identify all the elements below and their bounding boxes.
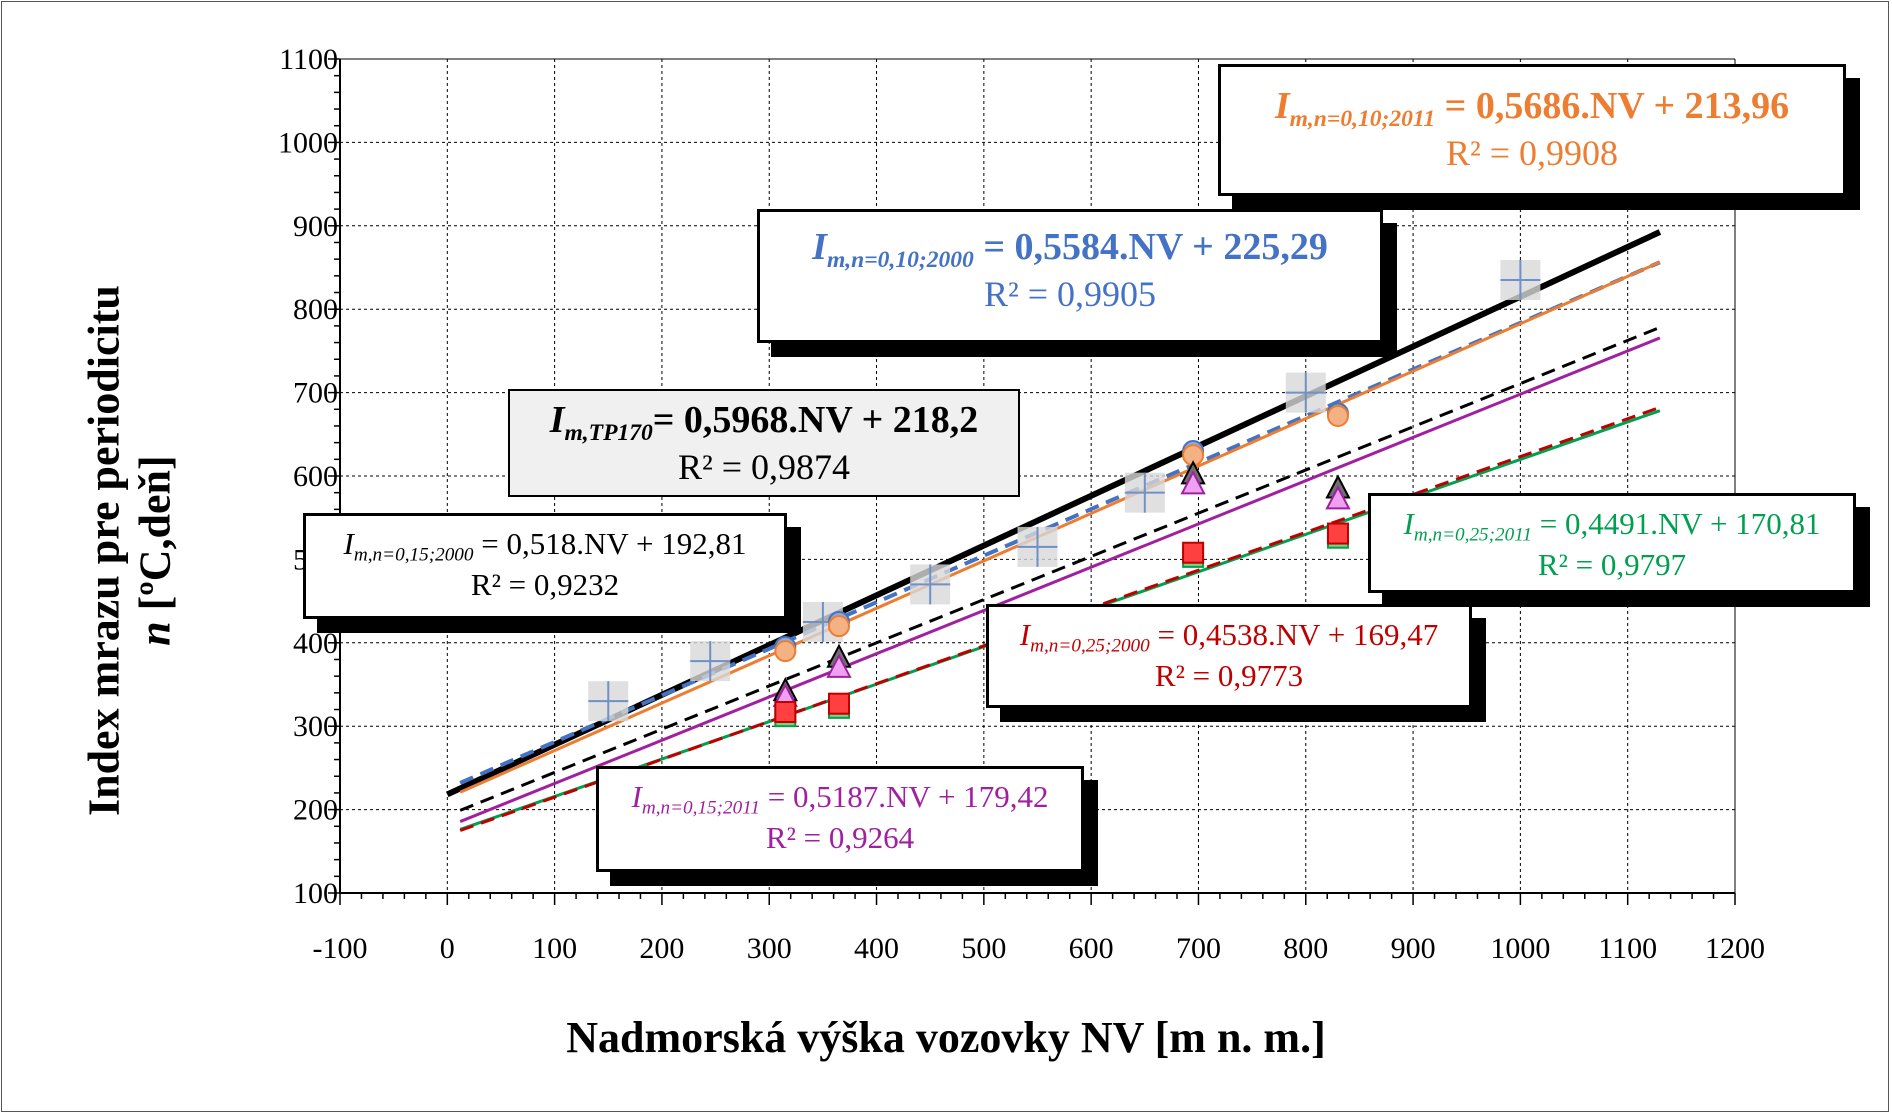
eq-text: = 0,5187.NV + 179,42 — [760, 779, 1049, 814]
y-tick-label: 300 — [293, 710, 338, 743]
point-n010_2011_pts — [827, 615, 850, 638]
eq-r2: R² = 0,9905 — [983, 274, 1157, 315]
eq-r2: R² = 0,9773 — [1154, 657, 1304, 693]
eq-r2: R² = 0,9232 — [470, 566, 620, 602]
point-tp170_pts — [1500, 260, 1541, 301]
x-tick-label: 1200 — [1705, 932, 1765, 965]
eq-r2: R² = 0,9264 — [765, 819, 915, 855]
equation-box-n015-2011: Im,n=0,15;2011 = 0,5187.NV + 179,42 R² =… — [596, 766, 1084, 872]
equation-box-n015-2000: Im,n=0,15;2000 = 0,518.NV + 192,81 R² = … — [303, 513, 787, 619]
point-n010_2011_pts — [1326, 404, 1349, 427]
point-n010_2011_pts — [774, 640, 797, 663]
trendline-n010_2011 — [459, 260, 1661, 794]
eq-subscript: m,TP170 — [564, 420, 653, 447]
equation-box-n010-2011: Im,n=0,10;2011 = 0,5686.NV + 213,96 R² =… — [1218, 64, 1846, 196]
y-axis-title: Index mrazu pre periodicitu n [ºC,deň] — [79, 161, 180, 941]
x-tick-label: 0 — [440, 932, 455, 965]
trendline-n015_2011 — [459, 336, 1661, 823]
point-n025_2000_pts — [1326, 522, 1349, 545]
eq-symbol: I — [631, 779, 642, 814]
equation-box-n025-2000: Im,n=0,25;2000 = 0,4538.NV + 169,47 R² =… — [986, 604, 1472, 708]
eq-symbol: I — [1274, 85, 1290, 127]
y-axis-title-unit: [ºC,deň] — [130, 455, 179, 622]
y-tick-label: 900 — [293, 210, 338, 243]
eq-symbol: I — [1403, 506, 1414, 541]
point-n015_2011_pts — [826, 653, 852, 678]
eq-symbol: I — [343, 526, 354, 561]
y-tick-label: 800 — [293, 293, 338, 326]
x-tick-label: 300 — [747, 932, 792, 965]
point-tp170_pts — [1124, 472, 1165, 513]
point-n015_2011_pts — [1325, 485, 1351, 510]
eq-symbol: I — [549, 399, 565, 441]
x-axis-title: Nadmorská výška vozovky NV [m n. m.] — [566, 1013, 1326, 1062]
equation-box-n025-2011: Im,n=0,25;2011 = 0,4491.NV + 170,81 R² =… — [1368, 493, 1856, 593]
x-tick-label: 600 — [1069, 932, 1114, 965]
eq-subscript: m,n=0,15;2011 — [641, 797, 761, 819]
point-tp170_pts — [910, 564, 951, 605]
eq-symbol: I — [1019, 617, 1031, 652]
x-tick-label: -100 — [313, 932, 368, 965]
y-tick-label: 700 — [293, 377, 338, 410]
eq-text: = 0,4538.NV + 169,47 — [1149, 617, 1439, 652]
y-axis-title-line1: Index mrazu pre periodicitu — [79, 285, 129, 817]
eq-subscript: m,n=0,25;2000 — [1030, 635, 1150, 657]
eq-subscript: m,n=0,25;2011 — [1413, 524, 1533, 546]
trendline-n015_2000 — [459, 326, 1661, 812]
equation-box-tp170: Im,TP170= 0,5968.NV + 218,2 R² = 0,9874 — [508, 389, 1020, 497]
eq-text: = 0,4491.NV + 170,81 — [1532, 506, 1821, 541]
eq-text: = 0,5968.NV + 218,2 — [652, 399, 979, 441]
point-tp170_pts — [1285, 372, 1326, 413]
eq-r2: R² = 0,9874 — [677, 447, 851, 488]
point-n025_2000_pts — [774, 701, 797, 724]
y-tick-label: 400 — [293, 627, 338, 660]
point-n025_2000_pts — [1182, 541, 1205, 564]
x-tick-label: 200 — [639, 932, 684, 965]
x-tick-label: 1100 — [1598, 932, 1657, 965]
eq-subscript: m,n=0,10;2011 — [1289, 106, 1436, 133]
x-tick-label: 1000 — [1490, 932, 1550, 965]
point-tp170_pts — [588, 681, 629, 722]
equation-box-n010-2000: Im,n=0,10;2000 = 0,5584.NV + 225,29 R² =… — [757, 209, 1383, 343]
eq-text: = 0,5584.NV + 225,29 — [973, 226, 1328, 268]
tick-labels: -100 0 100 200 300 400 500 600 700 800 900 1000 1100… — [278, 43, 1765, 965]
eq-r2: R² = 0,9908 — [1445, 133, 1619, 174]
eq-text: = 0,5686.NV + 213,96 — [1435, 85, 1790, 127]
point-tp170_pts — [1017, 526, 1058, 567]
y-tick-label: 1000 — [278, 126, 338, 159]
data-points — [588, 260, 1541, 728]
point-n015_2011_pts — [1180, 470, 1206, 495]
eq-text: = 0,518.NV + 192,81 — [473, 526, 747, 561]
eq-subscript: m,n=0,10;2000 — [826, 247, 974, 274]
x-tick-label: 800 — [1283, 932, 1328, 965]
trendline-n025_2000 — [459, 405, 1661, 832]
x-tick-label: 500 — [961, 932, 1006, 965]
eq-r2: R² = 0,9797 — [1537, 546, 1687, 582]
x-tick-label: 700 — [1176, 932, 1221, 965]
x-tick-label: 900 — [1391, 932, 1436, 965]
y-tick-label: 200 — [293, 794, 338, 827]
x-tick-label: 400 — [854, 932, 899, 965]
point-tp170_pts — [690, 641, 731, 682]
axes — [328, 58, 1736, 905]
y-tick-label: 600 — [293, 460, 338, 493]
x-tick-label: 100 — [532, 932, 577, 965]
eq-symbol: I — [812, 226, 827, 268]
eq-subscript: m,n=0,15;2000 — [353, 544, 474, 566]
point-n025_2000_pts — [827, 692, 850, 715]
y-tick-label: 100 — [293, 877, 338, 910]
y-tick-label: 1100 — [279, 43, 338, 76]
y-axis-title-symbol: n — [130, 621, 179, 646]
